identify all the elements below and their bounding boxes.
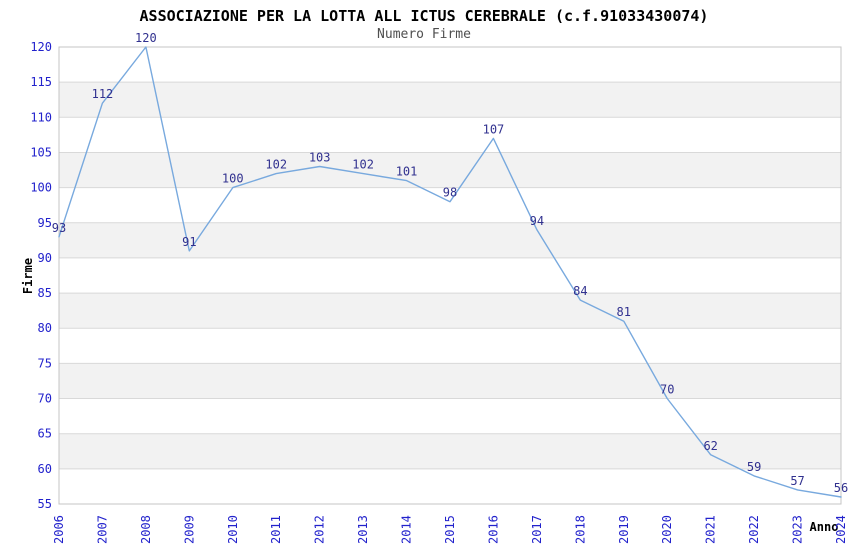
- data-point-label: 120: [135, 31, 157, 45]
- x-axis-title: Anno: [809, 520, 839, 534]
- data-point-label: 102: [352, 158, 374, 172]
- x-tick-label: 2020: [660, 515, 674, 544]
- data-point-label: 93: [52, 221, 66, 235]
- data-point-label: 112: [92, 87, 114, 101]
- x-tick-label: 2014: [400, 515, 414, 544]
- y-tick-label: 70: [38, 392, 52, 406]
- data-point-label: 101: [396, 165, 418, 179]
- data-point-label: 91: [182, 235, 196, 249]
- x-tick-label: 2018: [573, 515, 587, 544]
- plot-band: [59, 222, 841, 258]
- plot-band: [59, 82, 841, 118]
- data-point-label: 94: [530, 214, 544, 228]
- data-point-label: 56: [834, 481, 848, 495]
- y-tick-label: 55: [38, 497, 52, 511]
- plot-band: [59, 433, 841, 469]
- data-point-label: 81: [617, 305, 631, 319]
- y-tick-label: 100: [30, 181, 52, 195]
- x-tick-label: 2012: [313, 515, 327, 544]
- data-line: [58, 46, 842, 498]
- y-tick-label: 80: [38, 321, 52, 335]
- data-point-label: 107: [483, 122, 505, 136]
- data-point-label: 98: [443, 186, 457, 200]
- x-tick-label: 2021: [704, 515, 718, 544]
- x-tick-label: 2019: [617, 515, 631, 544]
- x-tick-label: 2015: [443, 515, 457, 544]
- x-tick-label: 2022: [747, 515, 761, 544]
- data-point-label: 57: [790, 474, 804, 488]
- x-tick-label: 2006: [52, 515, 66, 544]
- y-tick-label: 85: [38, 286, 52, 300]
- data-point-label: 103: [309, 151, 331, 165]
- y-tick-label: 105: [30, 145, 52, 159]
- x-tick-label: 2017: [530, 515, 544, 544]
- y-tick-label: 65: [38, 427, 52, 441]
- x-tick-label: 2024: [834, 515, 848, 544]
- x-tick-label: 2011: [269, 515, 283, 544]
- data-point-label: 84: [573, 284, 587, 298]
- x-tick-label: 2008: [139, 515, 153, 544]
- data-point-label: 70: [660, 383, 674, 397]
- y-tick-label: 60: [38, 462, 52, 476]
- plot-band: [59, 363, 841, 399]
- data-point-label: 100: [222, 172, 244, 186]
- plot-border: [58, 46, 842, 505]
- y-tick-label: 75: [38, 356, 52, 370]
- chart-subtitle: Numero Firme: [377, 27, 471, 42]
- y-tick-label: 110: [30, 110, 52, 124]
- x-tick-label: 2013: [356, 515, 370, 544]
- y-tick-label: 120: [30, 40, 52, 54]
- x-tick-label: 2007: [95, 515, 109, 544]
- x-tick-label: 2023: [791, 515, 805, 544]
- data-point-label: 59: [747, 460, 761, 474]
- plot-band: [59, 152, 841, 188]
- x-tick-label: 2009: [182, 515, 196, 544]
- x-tick-label: 2010: [226, 515, 240, 544]
- x-tick-label: 2016: [486, 515, 500, 544]
- data-point-label: 62: [703, 439, 717, 453]
- y-tick-label: 90: [38, 251, 52, 265]
- y-tick-label: 115: [30, 75, 52, 89]
- data-point-label: 102: [265, 158, 287, 172]
- chart-title: ASSOCIAZIONE PER LA LOTTA ALL ICTUS CERE…: [139, 7, 709, 25]
- plot-band: [59, 293, 841, 329]
- y-tick-label: 95: [38, 216, 52, 230]
